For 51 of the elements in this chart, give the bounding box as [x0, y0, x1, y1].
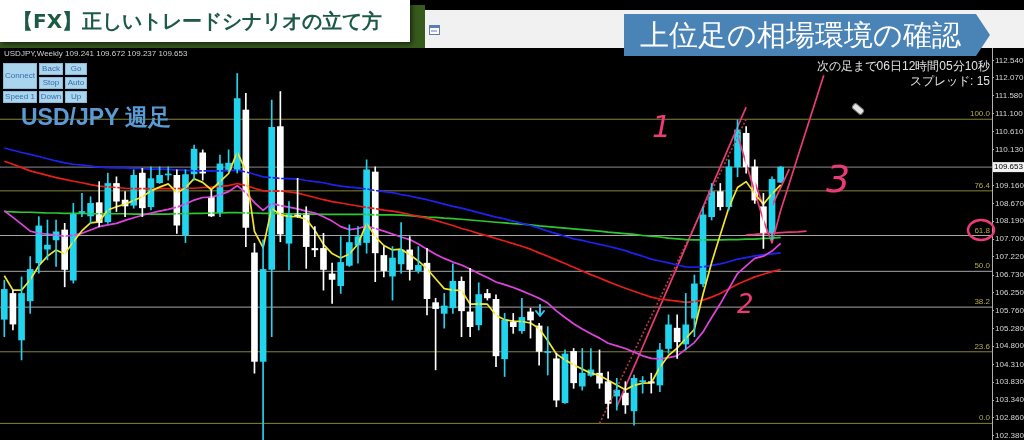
y-tick-label: 102.860: [995, 413, 1024, 423]
button: Back: [39, 63, 63, 75]
y-tick-label: 104.800: [995, 341, 1024, 351]
annotation: Up: [70, 92, 82, 101]
y-tick-label: 108.190: [995, 216, 1024, 226]
annotation: 100.0: [969, 109, 990, 119]
y-tick-label: 112.540: [995, 55, 1024, 65]
y-tick-label: 107.220: [995, 252, 1024, 262]
annotation: USD/JPY 週足: [21, 104, 172, 130]
annotation: Connect: [5, 71, 35, 80]
chart-subtitle: 上位足の相場環境の確認: [640, 18, 961, 52]
y-tick-label: 111.580: [995, 91, 1024, 101]
annotation: 76.4: [974, 180, 990, 190]
button: Down: [39, 91, 63, 103]
annotation: 23.6: [974, 341, 990, 351]
annotation: USDJPY,Weekly 109.241 109.672 109.237 109.653: [4, 49, 188, 58]
y-tick-label: 111.100: [995, 108, 1024, 118]
y-tick-label: 109.160: [995, 180, 1024, 190]
button: Speed 1: [3, 91, 37, 103]
annotation: 1: [652, 109, 672, 144]
annotation: スプレッド: 15: [909, 74, 990, 88]
y-tick-label: 106.250: [995, 287, 1024, 297]
annotation: 61.8: [974, 225, 990, 235]
y-tick-label: 103.340: [995, 395, 1024, 405]
button: Go: [65, 63, 87, 75]
y-tick-label: 110.610: [995, 126, 1024, 136]
annotation: 3: [826, 157, 851, 201]
annotation: 次の足まで06日12時間05分10秒: [816, 59, 990, 73]
annotation: Go: [70, 64, 82, 73]
y-tick-label: 108.670: [995, 198, 1024, 208]
y-tick-label: 104.310: [995, 359, 1024, 369]
y-tick-label: 106.730: [995, 270, 1024, 280]
button: Auto: [65, 77, 87, 89]
y-tick-label: 110.130: [995, 144, 1024, 154]
chart-title: 【FX】正しいトレードシナリオの立て方: [13, 9, 383, 33]
y-tick-label: 105.280: [995, 323, 1024, 333]
ribbon: 上位足の相場環境の確認: [624, 14, 990, 56]
y-tick-label: 107.700: [995, 234, 1024, 244]
y-tick-label: 105.760: [995, 306, 1024, 316]
y-tick-label: 103.830: [995, 377, 1024, 387]
annotation: 2: [737, 289, 754, 319]
button: Up: [65, 91, 87, 103]
button: Stop: [39, 77, 63, 89]
button: Connect: [3, 63, 37, 89]
y-tick-label: 102.380: [995, 430, 1024, 440]
ref-line-label: 109.653: [994, 162, 1024, 172]
annotation: 50.0: [974, 261, 990, 271]
y-tick-label: 112.070: [995, 73, 1024, 83]
label-box: 【FX】正しいトレードシナリオの立て方: [0, 0, 410, 42]
annotation: 0.0: [978, 413, 990, 423]
annotation: 38.2: [974, 297, 990, 307]
